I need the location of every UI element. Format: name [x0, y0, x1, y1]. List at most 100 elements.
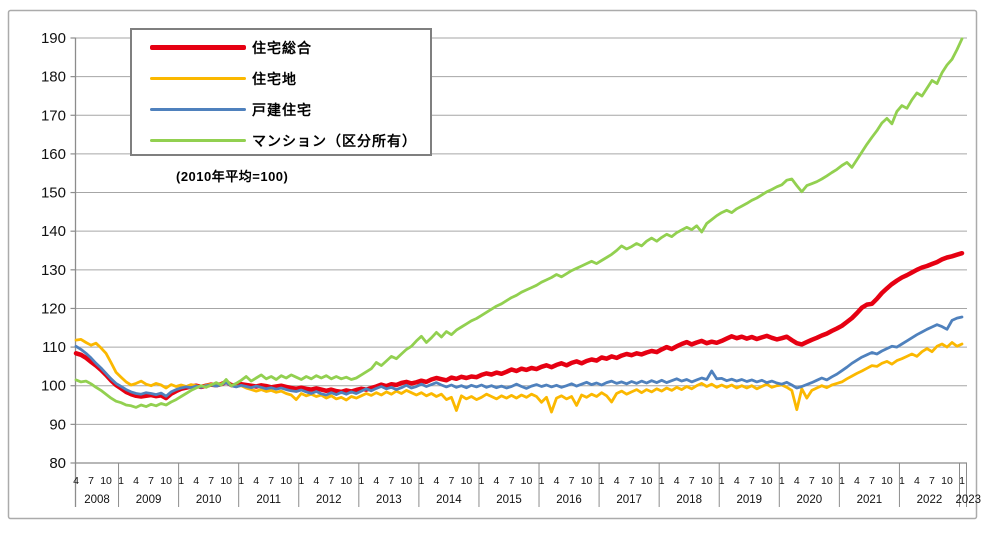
axis-tick-label: 10: [100, 475, 112, 487]
legend: 住宅総合 住宅地 戸建住宅 マンション（区分所有）: [130, 28, 432, 156]
axis-tick-label: 10: [941, 475, 953, 487]
axis-tick-label: 7: [509, 475, 515, 487]
axis-tick-label: 1: [839, 475, 845, 487]
axis-tick-label: 7: [809, 475, 815, 487]
legend-line-swatch-red: [150, 45, 246, 50]
axis-tick-label: 10: [340, 475, 352, 487]
axis-tick-label: 100: [41, 378, 66, 395]
series-lines: [73, 37, 965, 414]
axis-tick-label: 1: [358, 475, 364, 487]
axes: [70, 37, 967, 507]
legend-line-swatch-blue: [150, 107, 246, 112]
axis-tick-label: 90: [49, 416, 66, 433]
y-axis-labels: 80 90 100 110 120 130 140 150 160 170 180 190: [41, 30, 66, 472]
axis-tick-label: 4: [313, 475, 319, 487]
axis-tick-label: 2023: [955, 494, 981, 506]
axis-tick-label: 7: [328, 475, 334, 487]
axis-tick-label: 80: [49, 455, 66, 472]
axis-tick-label: 4: [914, 475, 920, 487]
axis-tick-label: 1: [479, 475, 485, 487]
axis-tick-label: 1: [118, 475, 124, 487]
axis-tick-label: 2010: [196, 494, 222, 506]
axis-tick-label: 4: [554, 475, 560, 487]
base-year-note: (2010年平均=100): [176, 169, 289, 184]
axis-tick-label: 2015: [496, 494, 522, 506]
axis-tick-label: 1: [659, 475, 665, 487]
axis-tick-label: 2018: [676, 494, 702, 506]
axis-tick-label: 7: [208, 475, 214, 487]
axis-tick-label: 10: [280, 475, 292, 487]
axis-tick-label: 4: [494, 475, 500, 487]
axis-tick-label: 7: [749, 475, 755, 487]
axis-tick-label: 1: [418, 475, 424, 487]
axis-tick-label: 7: [629, 475, 635, 487]
axis-tick-label: 4: [674, 475, 680, 487]
legend-line-swatch-yellow: [150, 76, 246, 81]
axis-tick-label: 10: [581, 475, 593, 487]
axis-tick-label: 2013: [376, 494, 402, 506]
axis-tick-label: 110: [42, 339, 66, 356]
legend-line-swatch-green: [150, 138, 246, 143]
axis-tick-label: 1: [178, 475, 184, 487]
axis-tick-label: 4: [133, 475, 139, 487]
axis-tick-label: 7: [88, 475, 94, 487]
axis-tick-label: 1: [238, 475, 244, 487]
legend-item-kodate: 戸建住宅: [132, 94, 430, 125]
legend-label: 住宅地: [252, 70, 297, 87]
axis-tick-label: 120: [41, 300, 66, 317]
axis-tick-label: 10: [220, 475, 232, 487]
axis-tick-label: 10: [160, 475, 172, 487]
axis-tick-label: 1: [779, 475, 785, 487]
axis-tick-label: 190: [41, 30, 66, 47]
axis-tick-label: 2012: [316, 494, 342, 506]
axis-tick-label: 2008: [84, 494, 110, 506]
axis-tick-label: 4: [854, 475, 860, 487]
axis-tick-label: 140: [41, 223, 66, 240]
axis-tick-label: 4: [193, 475, 199, 487]
axis-tick-label: 7: [388, 475, 394, 487]
axis-tick-label: 10: [881, 475, 893, 487]
axis-tick-label: 2014: [436, 494, 462, 506]
legend-item-mansion: マンション（区分所有）: [132, 125, 430, 156]
axis-tick-label: 10: [821, 475, 833, 487]
axis-tick-label: 150: [41, 185, 66, 202]
axis-tick-label: 1: [899, 475, 905, 487]
legend-item-jutaku-sogo: 住宅総合: [132, 32, 430, 63]
axis-tick-label: 2017: [616, 494, 642, 506]
legend-item-jutakuchi: 住宅地: [132, 63, 430, 94]
axis-tick-label: 7: [929, 475, 935, 487]
axis-tick-label: 2009: [136, 494, 162, 506]
axis-tick-label: 10: [461, 475, 473, 487]
axis-tick-label: 7: [449, 475, 455, 487]
axis-tick-label: 4: [433, 475, 439, 487]
axis-tick-label: 10: [521, 475, 533, 487]
axis-tick-label: 2019: [736, 494, 762, 506]
axis-tick-label: 130: [41, 262, 66, 279]
axis-tick-label: 7: [569, 475, 575, 487]
axis-tick-label: 4: [253, 475, 259, 487]
axis-tick-label: 180: [41, 69, 66, 86]
axis-tick-label: 4: [373, 475, 379, 487]
axis-tick-label: 7: [869, 475, 875, 487]
axis-tick-label: 7: [689, 475, 695, 487]
legend-label: マンション（区分所有）: [252, 132, 417, 149]
axis-tick-label: 1: [298, 475, 304, 487]
series-line-mansion: [74, 37, 964, 409]
axis-tick-label: 7: [148, 475, 154, 487]
axis-tick-label: 2021: [857, 494, 883, 506]
axis-tick-label: 1: [959, 475, 965, 487]
axis-tick-label: 2016: [556, 494, 582, 506]
axis-tick-label: 2011: [256, 494, 281, 506]
axis-tick-label: 10: [641, 475, 653, 487]
axis-tick-label: 4: [73, 475, 79, 487]
axis-tick-label: 4: [794, 475, 800, 487]
axis-tick-label: 1: [719, 475, 725, 487]
axis-tick-label: 10: [761, 475, 773, 487]
axis-tick-label: 4: [614, 475, 620, 487]
axis-tick-label: 10: [701, 475, 713, 487]
x-axis-labels: 4 7 10 1 4 7 10 1 4 7 10 1 4 7 10 1 4 7 10 1 4 7 10 1 4 7 10 1 4 7 10 1…: [73, 463, 981, 507]
axis-tick-label: 7: [268, 475, 274, 487]
axis-tick-label: 4: [734, 475, 740, 487]
axis-tick-label: 1: [599, 475, 605, 487]
legend-label: 戸建住宅: [252, 101, 312, 118]
